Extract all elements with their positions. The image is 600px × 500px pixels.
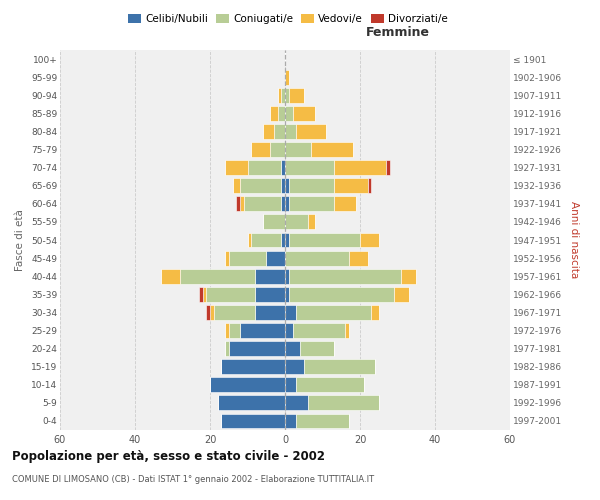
Bar: [248, 160, 281, 175]
Bar: [277, 106, 285, 121]
Bar: [270, 142, 285, 157]
Bar: [285, 106, 293, 121]
Bar: [229, 323, 240, 338]
Bar: [285, 287, 289, 302]
Bar: [285, 378, 296, 392]
Bar: [218, 396, 285, 410]
Bar: [281, 178, 285, 193]
Bar: [285, 359, 304, 374]
Bar: [394, 287, 409, 302]
Bar: [311, 142, 353, 157]
Bar: [285, 178, 289, 193]
Bar: [345, 323, 349, 338]
Bar: [289, 287, 394, 302]
Bar: [281, 232, 285, 248]
Bar: [360, 232, 379, 248]
Bar: [289, 269, 401, 283]
Bar: [214, 305, 255, 320]
Bar: [296, 378, 364, 392]
Bar: [386, 160, 390, 175]
Bar: [334, 196, 356, 211]
Bar: [263, 214, 285, 230]
Bar: [225, 323, 229, 338]
Bar: [334, 178, 367, 193]
Bar: [281, 160, 285, 175]
Bar: [248, 232, 251, 248]
Bar: [225, 250, 229, 266]
Bar: [289, 88, 304, 102]
Bar: [285, 232, 289, 248]
Bar: [401, 269, 416, 283]
Bar: [263, 124, 274, 139]
Bar: [293, 323, 345, 338]
Bar: [203, 287, 206, 302]
Bar: [240, 178, 281, 193]
Bar: [285, 250, 349, 266]
Bar: [296, 414, 349, 428]
Bar: [285, 305, 296, 320]
Bar: [274, 124, 285, 139]
Bar: [285, 142, 311, 157]
Bar: [236, 196, 240, 211]
Bar: [289, 196, 334, 211]
Bar: [251, 142, 270, 157]
Text: Popolazione per età, sesso e stato civile - 2002: Popolazione per età, sesso e stato civil…: [12, 450, 325, 463]
Bar: [281, 196, 285, 211]
Bar: [251, 232, 281, 248]
Bar: [304, 359, 375, 374]
Bar: [293, 106, 315, 121]
Y-axis label: Fasce di età: Fasce di età: [16, 209, 25, 271]
Bar: [266, 250, 285, 266]
Bar: [244, 196, 281, 211]
Bar: [221, 414, 285, 428]
Bar: [285, 396, 308, 410]
Bar: [221, 359, 285, 374]
Bar: [161, 269, 180, 283]
Bar: [225, 341, 229, 356]
Bar: [210, 378, 285, 392]
Bar: [240, 323, 285, 338]
Bar: [285, 323, 293, 338]
Bar: [289, 178, 334, 193]
Text: COMUNE DI LIMOSANO (CB) - Dati ISTAT 1° gennaio 2002 - Elaborazione TUTTITALIA.I: COMUNE DI LIMOSANO (CB) - Dati ISTAT 1° …: [12, 475, 374, 484]
Bar: [180, 269, 255, 283]
Bar: [285, 341, 300, 356]
Bar: [229, 250, 266, 266]
Bar: [285, 70, 289, 84]
Bar: [281, 88, 285, 102]
Bar: [367, 178, 371, 193]
Bar: [285, 160, 334, 175]
Bar: [296, 305, 371, 320]
Bar: [255, 269, 285, 283]
Bar: [199, 287, 203, 302]
Bar: [285, 196, 289, 211]
Bar: [285, 124, 296, 139]
Bar: [285, 214, 308, 230]
Bar: [308, 214, 315, 230]
Bar: [255, 305, 285, 320]
Bar: [289, 232, 360, 248]
Bar: [270, 106, 277, 121]
Bar: [285, 269, 289, 283]
Bar: [210, 305, 214, 320]
Legend: Celibi/Nubili, Coniugati/e, Vedovi/e, Divorziati/e: Celibi/Nubili, Coniugati/e, Vedovi/e, Di…: [124, 10, 452, 29]
Text: Femmine: Femmine: [365, 26, 430, 38]
Bar: [206, 287, 255, 302]
Bar: [285, 414, 296, 428]
Bar: [334, 160, 386, 175]
Bar: [308, 396, 379, 410]
Bar: [229, 341, 285, 356]
Bar: [255, 287, 285, 302]
Bar: [296, 124, 326, 139]
Bar: [349, 250, 367, 266]
Bar: [285, 88, 289, 102]
Bar: [300, 341, 334, 356]
Y-axis label: Anni di nascita: Anni di nascita: [569, 202, 578, 278]
Bar: [240, 196, 244, 211]
Bar: [277, 88, 281, 102]
Bar: [233, 178, 240, 193]
Bar: [206, 305, 210, 320]
Bar: [225, 160, 248, 175]
Bar: [371, 305, 379, 320]
